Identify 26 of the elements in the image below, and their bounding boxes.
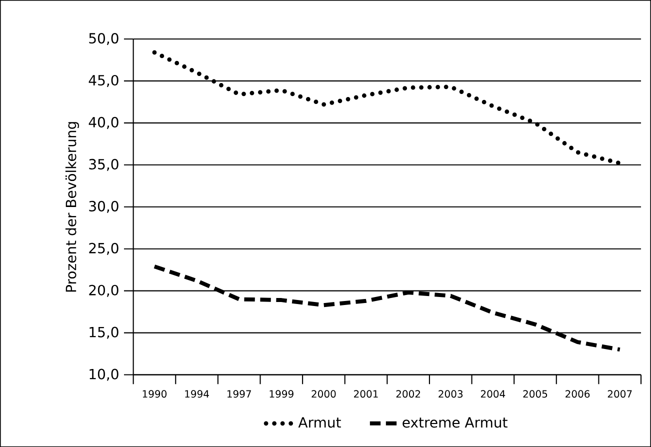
x-tick-label: 1997 bbox=[227, 390, 251, 398]
x-tick-label: 2003 bbox=[438, 390, 463, 398]
y-tick-label: 45,0 bbox=[88, 74, 118, 87]
y-tick-label: 35,0 bbox=[89, 158, 118, 171]
x-tick-label: 1994 bbox=[185, 390, 209, 398]
x-tick-label: 2005 bbox=[523, 390, 548, 398]
y-tick-label: 50,0 bbox=[89, 32, 118, 45]
x-tick-label: 2001 bbox=[354, 390, 378, 398]
x-tick-label: 2000 bbox=[312, 390, 336, 398]
x-tick-label: 2006 bbox=[566, 390, 590, 398]
legend-label: extreme Armut bbox=[402, 417, 508, 428]
y-tick-label: 40,0 bbox=[88, 116, 118, 129]
x-tick-label: 2004 bbox=[480, 390, 506, 398]
x-tick-label: 2007 bbox=[608, 390, 632, 398]
y-tick-label: 15,0 bbox=[90, 326, 118, 339]
legend-label: Armut bbox=[298, 417, 341, 428]
y-axis-title: Prozent der Bevölkerung bbox=[65, 122, 79, 292]
y-tick-label: 30,0 bbox=[89, 200, 118, 213]
x-tick-label: 1999 bbox=[270, 390, 294, 398]
y-tick-label: 10,0 bbox=[90, 368, 118, 381]
y-tick-label: 25,0 bbox=[89, 242, 118, 255]
y-tick-label: 20,0 bbox=[89, 284, 118, 297]
x-tick-label: 2002 bbox=[396, 390, 420, 398]
line-series bbox=[152, 264, 622, 352]
line-series bbox=[152, 50, 622, 166]
x-tick-label: 1990 bbox=[142, 390, 167, 398]
